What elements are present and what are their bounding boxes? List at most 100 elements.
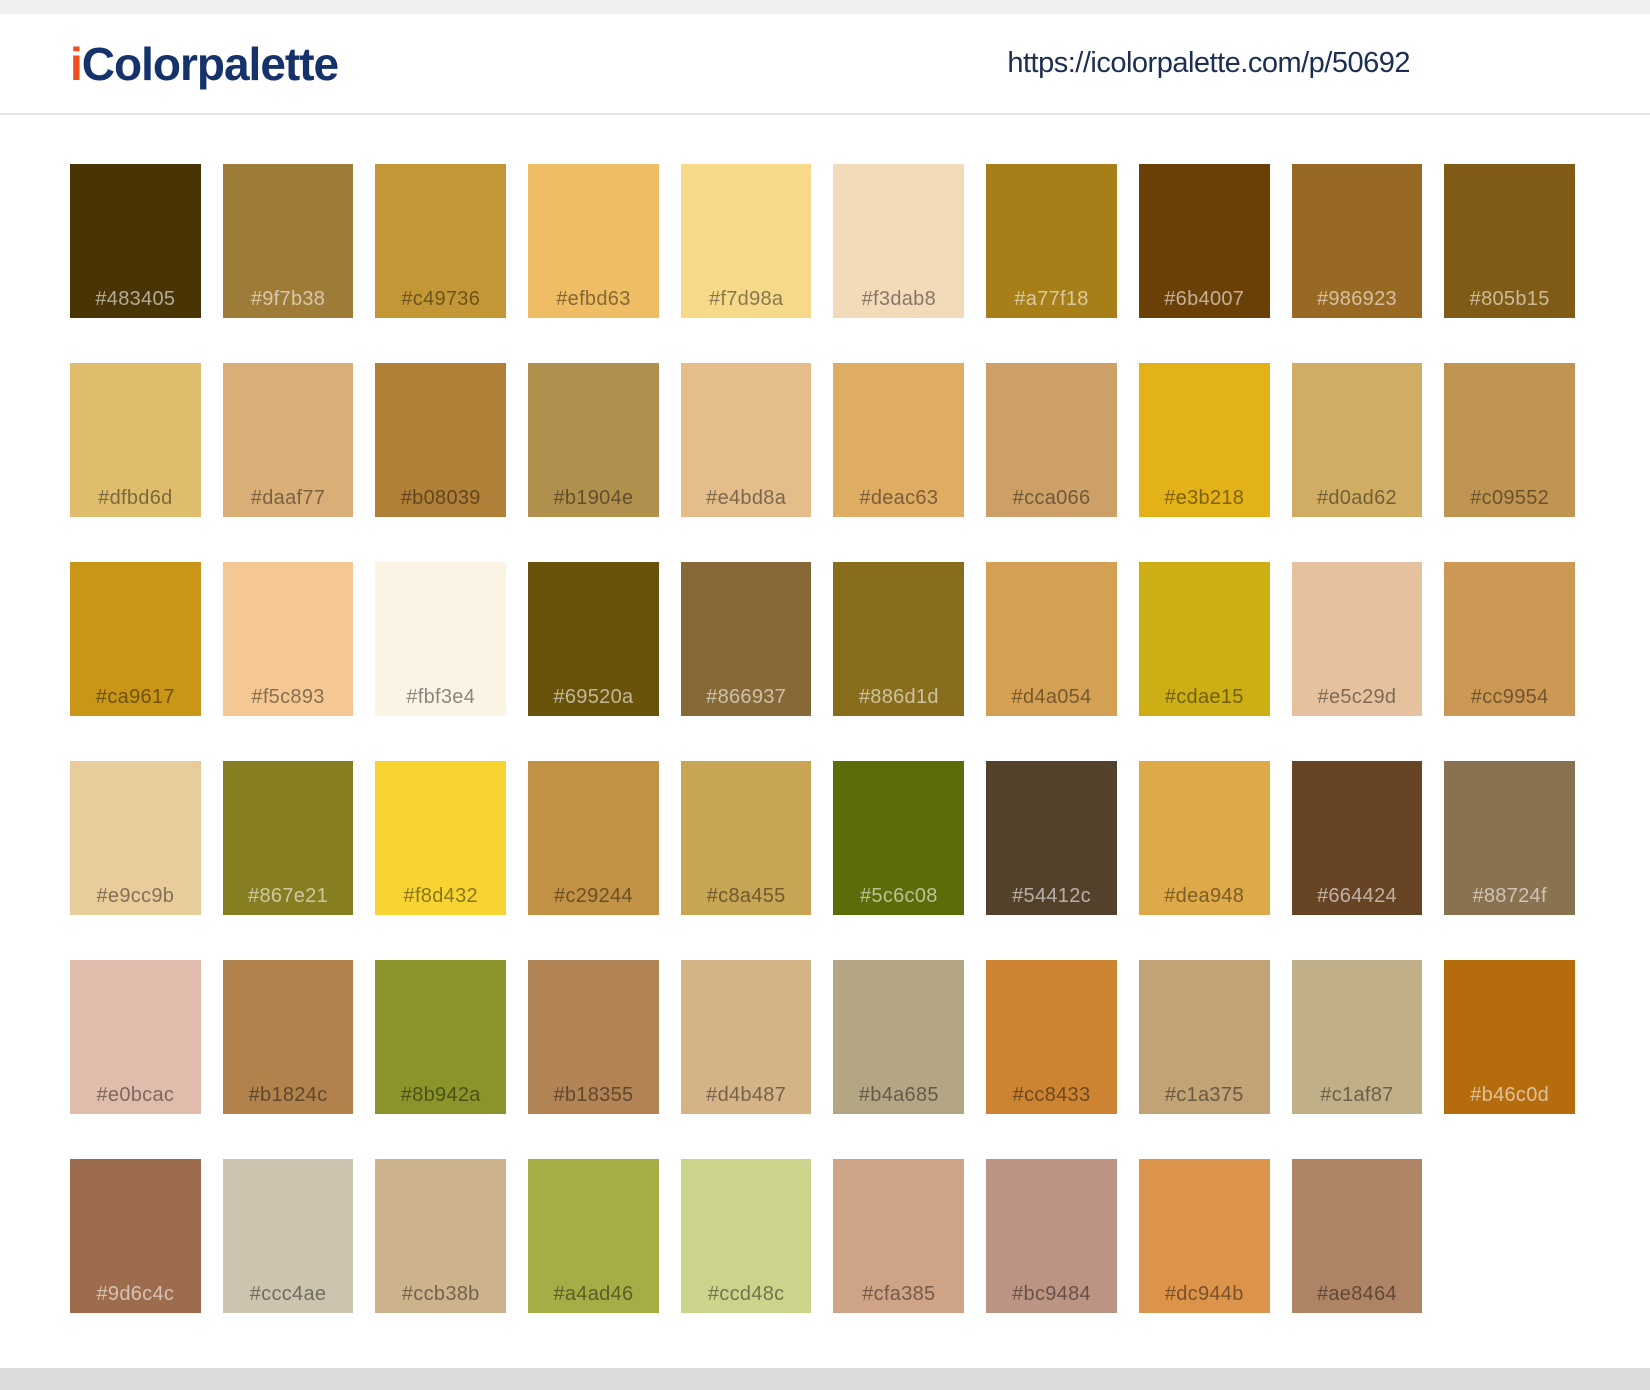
color-swatch[interactable]: #8b942a — [375, 960, 507, 1114]
color-swatch[interactable]: #664424 — [1291, 761, 1423, 915]
color-swatch[interactable]: #805b15 — [1444, 164, 1575, 318]
swatch-hex-label: #dea948 — [1164, 885, 1245, 907]
color-swatch[interactable]: #ae8464 — [1291, 1159, 1423, 1313]
color-swatch[interactable]: #c29244 — [528, 761, 659, 915]
swatch-hex-label: #cc9954 — [1470, 686, 1549, 708]
color-swatch[interactable]: #f3dab8 — [833, 164, 965, 318]
color-swatch[interactable]: #866937 — [680, 562, 812, 716]
swatch-hex-label: #ae8464 — [1316, 1283, 1397, 1305]
color-swatch[interactable]: #dfbd6d — [70, 363, 201, 517]
color-swatch[interactable]: #c49736 — [375, 164, 507, 318]
swatch-hex-label: #deac63 — [859, 487, 939, 509]
swatch-hex-label: #f3dab8 — [861, 288, 937, 310]
color-swatch[interactable]: #9d6c4c — [70, 1159, 201, 1313]
swatch-hex-label: #daaf77 — [250, 487, 326, 509]
color-swatch[interactable]: #c1af87 — [1291, 960, 1423, 1114]
color-swatch[interactable]: #867e21 — [222, 761, 354, 915]
color-swatch[interactable]: #d4b487 — [680, 960, 812, 1114]
swatch-hex-label: #f8d432 — [403, 885, 478, 907]
color-swatch[interactable]: #cc9954 — [1444, 562, 1575, 716]
color-swatch[interactable]: #d0ad62 — [1291, 363, 1423, 517]
swatch-hex-label: #e3b218 — [1164, 487, 1245, 509]
color-swatch[interactable]: #a77f18 — [986, 164, 1117, 318]
top-strip — [0, 0, 1650, 14]
site-logo[interactable]: iColorpalette — [70, 37, 339, 90]
swatch-hex-label: #b08039 — [400, 487, 481, 509]
color-swatch[interactable]: #f5c893 — [222, 562, 354, 716]
color-swatch[interactable]: #ccb38b — [375, 1159, 507, 1313]
color-swatch[interactable]: #cdae15 — [1138, 562, 1270, 716]
swatch-hex-label: #efbd63 — [556, 288, 631, 310]
swatch-hex-label: #d0ad62 — [1316, 487, 1397, 509]
color-swatch[interactable]: #a4ad46 — [528, 1159, 659, 1313]
swatch-hex-label: #b18355 — [553, 1084, 634, 1106]
color-swatch[interactable]: #dea948 — [1138, 761, 1270, 915]
color-swatch[interactable]: #daaf77 — [222, 363, 354, 517]
swatch-hex-label: #ccc4ae — [249, 1283, 327, 1305]
color-swatch[interactable]: #ca9617 — [70, 562, 201, 716]
swatch-hex-label: #866937 — [706, 686, 787, 708]
swatch-hex-label: #69520a — [553, 686, 634, 708]
swatch-hex-label: #d4a054 — [1011, 686, 1092, 708]
swatch-hex-label: #ccb38b — [401, 1283, 480, 1305]
color-swatch[interactable]: #6b4007 — [1138, 164, 1270, 318]
color-swatch[interactable]: #e4bd8a — [680, 363, 812, 517]
color-swatch[interactable]: #e5c29d — [1291, 562, 1423, 716]
color-swatch[interactable]: #54412c — [986, 761, 1117, 915]
color-swatch[interactable]: #f8d432 — [375, 761, 507, 915]
color-swatch[interactable]: #c1a375 — [1138, 960, 1270, 1114]
swatch-hex-label: #fbf3e4 — [406, 686, 476, 708]
swatch-hex-label: #c49736 — [401, 288, 481, 310]
color-swatch[interactable]: #dc944b — [1138, 1159, 1270, 1313]
swatch-hex-label: #88724f — [1472, 885, 1547, 907]
color-swatch[interactable]: #ccd48c — [680, 1159, 812, 1313]
color-swatch[interactable]: #f7d98a — [680, 164, 812, 318]
swatch-hex-label: #cca066 — [1012, 487, 1091, 509]
color-swatch[interactable]: #986923 — [1291, 164, 1423, 318]
color-swatch[interactable]: #efbd63 — [528, 164, 659, 318]
swatch-hex-label: #a77f18 — [1014, 288, 1089, 310]
swatch-hex-label: #664424 — [1316, 885, 1397, 907]
swatch-hex-label: #e4bd8a — [706, 487, 787, 509]
color-swatch[interactable]: #cc8433 — [986, 960, 1117, 1114]
color-swatch[interactable]: #886d1d — [833, 562, 965, 716]
swatch-hex-label: #bc9484 — [1012, 1283, 1091, 1305]
color-swatch[interactable]: #b1824c — [222, 960, 354, 1114]
color-swatch[interactable]: #b08039 — [375, 363, 507, 517]
color-swatch[interactable]: #b18355 — [528, 960, 659, 1114]
swatch-hex-label: #ca9617 — [95, 686, 175, 708]
color-swatch[interactable]: #5c6c08 — [833, 761, 965, 915]
color-swatch[interactable]: #c8a455 — [680, 761, 812, 915]
swatch-hex-label: #b4a685 — [858, 1084, 939, 1106]
color-swatch[interactable]: #ccc4ae — [222, 1159, 354, 1313]
swatch-hex-label: #c09552 — [1470, 487, 1550, 509]
swatch-hex-label: #b46c0d — [1470, 1084, 1550, 1106]
palette-url-link[interactable]: https://icolorpalette.com/p/50692 — [1007, 47, 1410, 79]
color-swatch[interactable]: #69520a — [528, 562, 659, 716]
color-swatch[interactable]: #cfa385 — [833, 1159, 965, 1313]
swatch-hex-label: #8b942a — [400, 1084, 481, 1106]
swatch-hex-label: #6b4007 — [1164, 288, 1245, 310]
swatch-hex-label: #c1a375 — [1164, 1084, 1244, 1106]
color-swatch[interactable]: #b4a685 — [833, 960, 965, 1114]
color-swatch[interactable]: #b46c0d — [1444, 960, 1575, 1114]
color-swatch[interactable]: #cca066 — [986, 363, 1117, 517]
logo-text: Colorpalette — [81, 37, 339, 90]
color-swatch[interactable]: #9f7b38 — [222, 164, 354, 318]
swatch-hex-label: #dfbd6d — [98, 487, 173, 509]
color-swatch[interactable]: #fbf3e4 — [375, 562, 507, 716]
color-swatch[interactable]: #c09552 — [1444, 363, 1575, 517]
color-swatch[interactable]: #deac63 — [833, 363, 965, 517]
swatch-hex-label: #cdae15 — [1164, 686, 1244, 708]
color-swatch[interactable]: #b1904e — [528, 363, 659, 517]
color-swatch[interactable]: #483405 — [70, 164, 201, 318]
color-swatch[interactable]: #bc9484 — [986, 1159, 1117, 1313]
color-swatch[interactable]: #e0bcac — [70, 960, 201, 1114]
swatch-hex-label: #ccd48c — [707, 1283, 785, 1305]
color-swatch[interactable]: #e9cc9b — [70, 761, 201, 915]
color-swatch[interactable]: #88724f — [1444, 761, 1575, 915]
swatch-hex-label: #483405 — [95, 288, 176, 310]
color-swatch[interactable]: #e3b218 — [1138, 363, 1270, 517]
color-swatch[interactable]: #d4a054 — [986, 562, 1117, 716]
swatch-hex-label: #d4b487 — [706, 1084, 787, 1106]
